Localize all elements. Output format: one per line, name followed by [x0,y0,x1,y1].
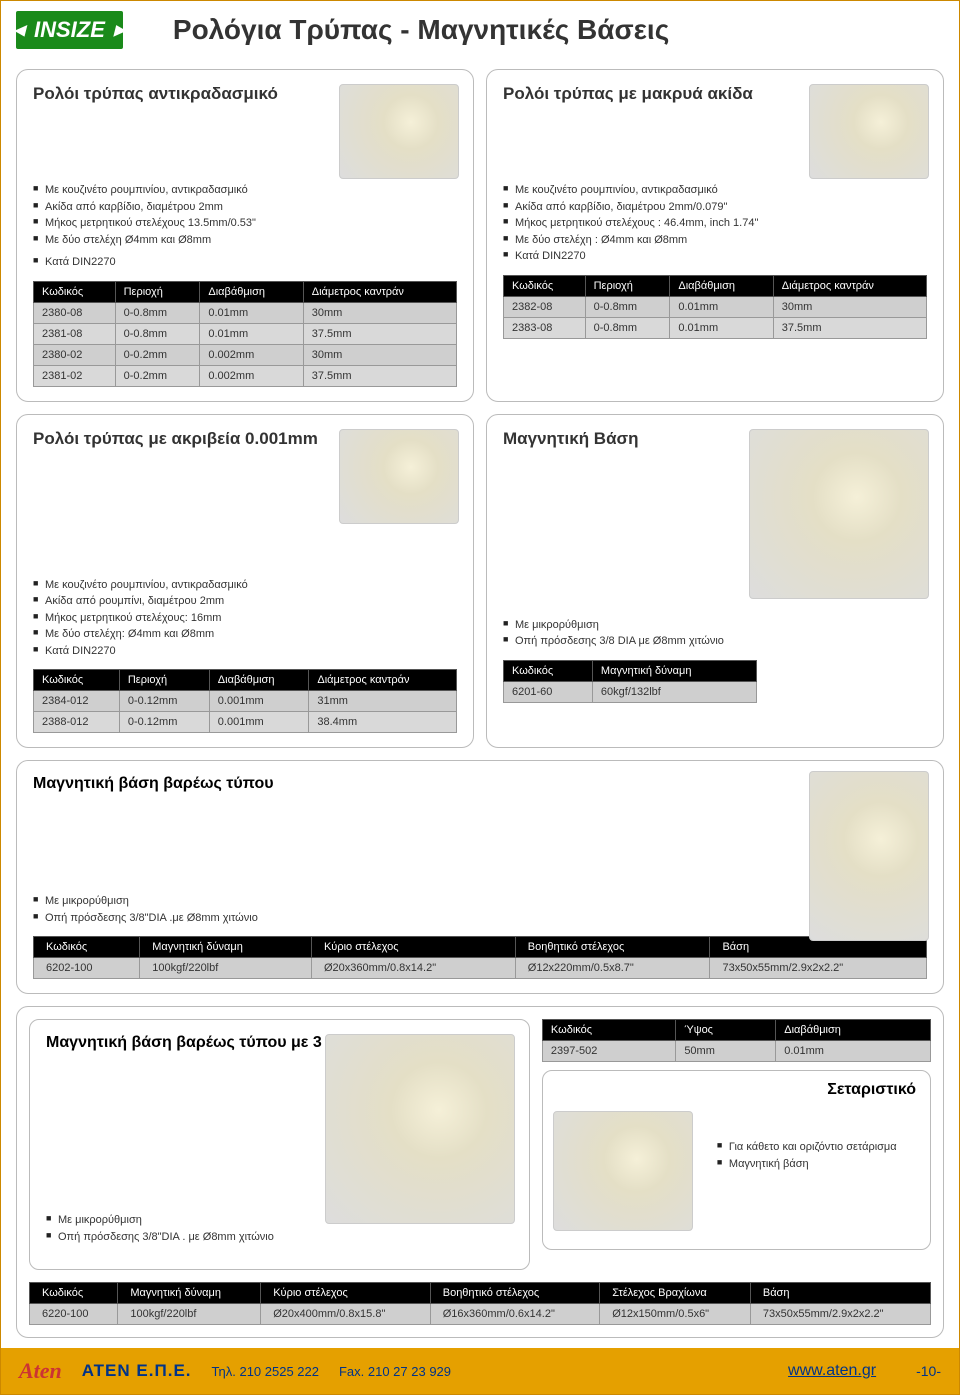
bullet: Με δύο στελέχη : Ø4mm και Ø8mm [503,232,927,249]
footer-page: -10- [916,1363,941,1379]
bullet: Ακίδα από ρουμπίνι, διαμέτρου 2mm [33,593,457,610]
panel5-title: Μαγνητική βάση βαρέως τύπου [33,775,927,793]
footer-url[interactable]: www.aten.gr [788,1362,876,1380]
panel-3arm-and-setter: Μαγνητική βάση βαρέως τύπου με 3 βραχίον… [16,1006,944,1338]
bullet: Με δύο στελέχη: Ø4mm και Ø8mm [33,626,457,643]
bullet: Για κάθετο και οριζόντιο σετάρισμα [717,1139,916,1156]
footer-fax: Fax. 210 27 23 929 [339,1364,451,1379]
product-image [339,84,459,179]
footer: Aten ΑΤΕΝ Ε.Π.Ε. Τηλ. 210 2525 222 Fax. … [1,1348,959,1394]
bullet: Ακίδα από καρβίδιο, διαμέτρου 2mm [33,199,457,216]
panel1-table: Κωδικός Περιοχή Διαβάθμιση Διάμετρος καν… [33,281,457,387]
bullet: Με κουζινέτο ρουμπινίου, αντικραδασμικό [33,577,457,594]
bullet: Κατά DIN2270 [503,248,927,265]
product-image [749,429,929,599]
panel1-bullets: Με κουζινέτο ρουμπινίου, αντικραδασμικό … [33,182,457,271]
bullet: Με μικρορύθμιση [33,893,927,910]
th: Κωδικός [34,281,116,302]
product-image [339,429,459,524]
panel-antishock: Ρολόι τρύπας αντικραδασμικό Με κουζινέτο… [16,69,474,402]
th: Διαβάθμιση [200,281,303,302]
footer-logo: Aten [19,1358,62,1384]
panel2-bullets: Με κουζινέτο ρουμπινίου, αντικραδασμικό … [503,182,927,265]
panel-mag-base: Μαγνητική Βάση Με μικρορύθμιση Οπή πρόσδ… [486,414,944,749]
bullet: Μήκος μετρητικού στελέχους 13.5mm/0.53" [33,215,457,232]
bullet: Οπή πρόσδεσης 3/8"DIA .με Ø8mm χιτώνιο [33,910,927,927]
bullet: Με δύο στελέχη Ø4mm και Ø8mm [33,232,457,249]
panel7-title: Σεταριστικό [557,1081,916,1099]
footer-phone: Τηλ. 210 2525 222 [212,1364,319,1379]
bullet: Με μικρορύθμιση [46,1212,513,1229]
bullet: Με μικρορύθμιση [503,617,927,634]
bullet: Κατά DIN2270 [33,643,457,660]
brand-logo: INSIZE [16,11,123,49]
bullet: Με κουζινέτο ρουμπινίου, αντικραδασμικό [503,182,927,199]
panel2-table: ΚωδικόςΠεριοχήΔιαβάθμισηΔιάμετρος καντρά… [503,275,927,339]
bullet: Μήκος μετρητικού στελέχους : 46.4mm, inc… [503,215,927,232]
bullet: Με κουζινέτο ρουμπινίου, αντικραδασμικό [33,182,457,199]
bullet: Οπή πρόσδεσης 3/8 DIA με Ø8mm χιτώνιο [503,633,927,650]
bullet: Μήκος μετρητικού στελέχους: 16mm [33,610,457,627]
panel-precision: Ρολόι τρύπας με ακριβεία 0.001mm Με κουζ… [16,414,474,749]
th: Διάμετρος καντράν [303,281,456,302]
bullet: Οπή πρόσδεσης 3/8"DIA . με Ø8mm χιτώνιο [46,1229,513,1246]
footer-company: ΑΤΕΝ Ε.Π.Ε. [82,1361,192,1381]
page-title: Ρολόγια Τρύπας - Μαγνητικές Βάσεις [173,14,669,46]
product-image [809,84,929,179]
panel-long-needle: Ρολόι τρύπας με μακρυά ακίδα Με κουζινέτ… [486,69,944,402]
bullet: Ακίδα από καρβίδιο, διαμέτρου 2mm/0.079" [503,199,927,216]
bullet: Κατά DIN2270 [33,254,457,271]
bullet: Μαγνητική βάση [717,1156,916,1173]
th: Περιοχή [115,281,200,302]
product-image [325,1034,515,1224]
product-image [553,1111,693,1231]
panel-heavy-base: Μαγνητική βάση βαρέως τύπου Με μικρορύθμ… [16,760,944,994]
